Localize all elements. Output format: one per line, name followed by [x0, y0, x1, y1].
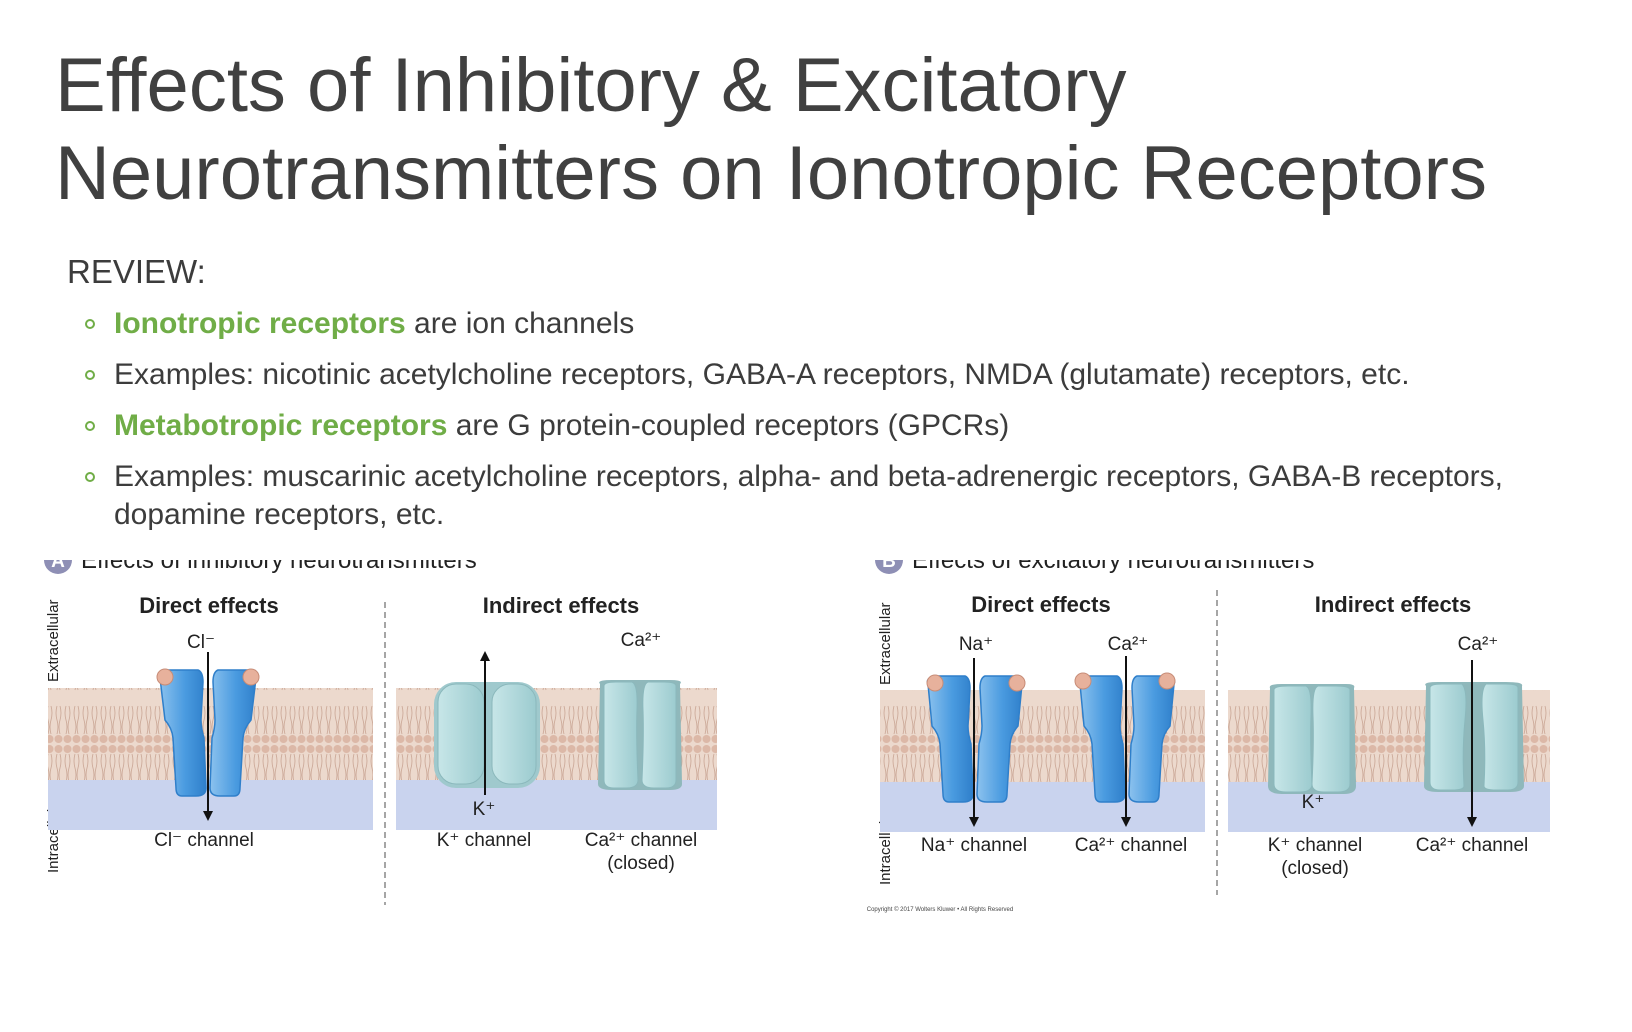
ca2-channel-label-b: Ca²⁺ channel — [1416, 835, 1528, 856]
bullet-ionotropic-examples: Examples: nicotinic acetylcholine recept… — [85, 356, 1585, 394]
bullet-metabotropic-examples: Examples: muscarinic acetylcholine recep… — [85, 458, 1585, 534]
ca-channel-label-a: Ca²⁺ channel — [585, 830, 697, 851]
panel-b-heading: Effects of excitatory neurotransmitters — [912, 560, 1314, 574]
badge-b-icon — [875, 560, 903, 574]
panel-a: A Effects of inhibitory neurotransmitter… — [44, 560, 717, 905]
copyright-note: Copyright © 2017 Wolters Kluwer • All Ri… — [867, 906, 1013, 913]
ca-closed-channel-shape — [598, 680, 682, 790]
panel-b-indirect-heading: Indirect effects — [1315, 592, 1472, 617]
badge-b-label: B — [882, 560, 896, 572]
badge-a-label: A — [51, 560, 65, 572]
bullet-circle-icon — [85, 421, 95, 431]
k-channel-shape — [434, 682, 540, 788]
panel-b: B Effects of excitatory neurotransmitter… — [875, 560, 1550, 895]
title-line-1: Effects of Inhibitory & Excitatory — [55, 43, 1127, 128]
panel-b-direct-heading: Direct effects — [971, 592, 1110, 617]
review-label: REVIEW: — [67, 253, 206, 290]
bullet-text: are G protein-coupled receptors (GPCRs) — [447, 409, 1010, 442]
term-metabotropic: Metabotropic receptors — [114, 409, 448, 442]
term-ionotropic: Ionotropic receptors — [114, 307, 406, 340]
bullet-metabotropic: Metabotropic receptors are G protein-cou… — [85, 407, 1585, 445]
panel-a-extracellular: Extracellular — [45, 599, 62, 682]
bullet-circle-icon — [85, 472, 95, 482]
bullet-text: Examples: muscarinic acetylcholine recep… — [114, 460, 1503, 531]
title-line-2: Neurotransmitters on Ionotropic Receptor… — [55, 131, 1487, 216]
na-channel-label: Na⁺ channel — [921, 835, 1027, 856]
ca2-ion-label-b: Ca²⁺ — [1458, 634, 1499, 655]
panel-a-indirect-heading: Indirect effects — [483, 593, 640, 618]
k-closed-channel-shape — [1268, 684, 1356, 794]
cl-channel-shape — [156, 668, 260, 797]
ca-ion-label-b: Ca²⁺ — [1108, 634, 1149, 655]
panel-a-heading: Effects of inhibitory neurotransmitters — [81, 560, 477, 574]
k-channel-label-b: K⁺ channel — [1268, 835, 1363, 856]
bullet-text: are ion channels — [405, 307, 635, 340]
ca-ion-label-a: Ca²⁺ — [621, 630, 662, 651]
ca-channel-state-a: (closed) — [607, 853, 675, 874]
ca-indirect-channel-shape — [1424, 682, 1524, 792]
na-channel-shape — [926, 674, 1026, 803]
k-ion-label: K⁺ — [473, 799, 496, 820]
review-list: Ionotropic receptors are ion channels Ex… — [85, 305, 1585, 547]
ca-channel-label-b: Ca²⁺ channel — [1075, 835, 1187, 856]
panel-b-extracellular: Extracellular — [877, 602, 894, 685]
k-channel-label: K⁺ channel — [437, 830, 532, 851]
badge-a-icon — [44, 560, 72, 574]
k-channel-state-b: (closed) — [1281, 858, 1349, 879]
bullet-circle-icon — [85, 319, 95, 329]
na-ion-label: Na⁺ — [959, 634, 993, 655]
k-ion-label-b: K⁺ — [1302, 792, 1325, 813]
cl-ion-label: Cl⁻ — [187, 632, 215, 653]
bullet-ionotropic: Ionotropic receptors are ion channels — [85, 305, 1585, 343]
panel-a-direct-heading: Direct effects — [139, 593, 278, 618]
cl-channel-label: Cl⁻ channel — [154, 830, 254, 851]
bullet-text: Examples: nicotinic acetylcholine recept… — [114, 358, 1410, 391]
neurotransmitter-figure: A Effects of inhibitory neurotransmitter… — [44, 560, 1550, 913]
slide-title: Effects of Inhibitory & Excitatory Neuro… — [55, 42, 1615, 218]
bullet-circle-icon — [85, 370, 95, 380]
